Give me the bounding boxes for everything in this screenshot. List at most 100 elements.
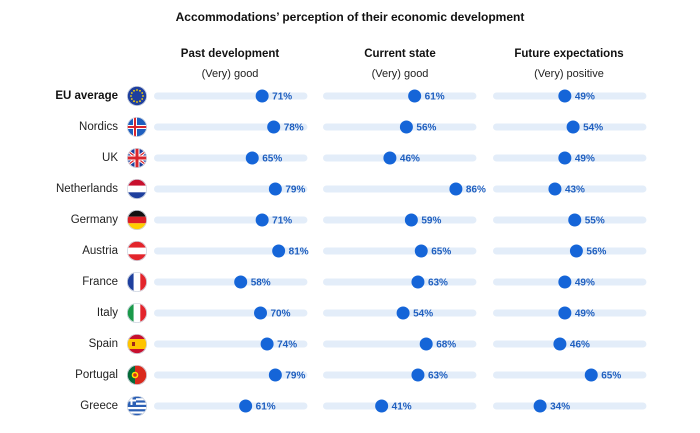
track-bar bbox=[154, 154, 308, 162]
data-label: 86% bbox=[466, 185, 486, 196]
row-label: Austria bbox=[82, 245, 118, 257]
italy-flag-icon bbox=[127, 303, 147, 323]
track-bar bbox=[154, 402, 308, 410]
data-point bbox=[255, 89, 269, 103]
france-flag-icon bbox=[127, 272, 147, 292]
nordics-flag-icon bbox=[127, 117, 147, 137]
column-name: Current state bbox=[364, 48, 436, 60]
data-point bbox=[272, 244, 286, 258]
data-point bbox=[548, 182, 562, 196]
data-label: 54% bbox=[413, 309, 433, 320]
track-bar bbox=[323, 92, 477, 100]
data-point bbox=[411, 368, 425, 382]
data-label: 43% bbox=[565, 185, 585, 196]
data-point bbox=[414, 244, 428, 258]
data-label: 63% bbox=[428, 371, 448, 382]
track-bar bbox=[323, 402, 477, 410]
track-bar bbox=[154, 247, 308, 255]
track-bar bbox=[154, 216, 308, 224]
data-label: 71% bbox=[272, 92, 292, 103]
track-bar bbox=[323, 340, 477, 348]
data-point bbox=[569, 244, 583, 258]
track-bar bbox=[323, 123, 477, 131]
data-label: 71% bbox=[272, 216, 292, 227]
spain-flag-icon bbox=[127, 334, 147, 354]
data-point bbox=[419, 337, 433, 351]
data-label: 49% bbox=[575, 92, 595, 103]
column-header-future: Future expectations (Very) positive bbox=[484, 47, 654, 81]
data-point bbox=[411, 275, 425, 289]
track-bar bbox=[493, 340, 647, 348]
column-name: Past development bbox=[180, 48, 280, 60]
austria-flag-icon bbox=[127, 241, 147, 261]
data-point bbox=[568, 213, 582, 227]
data-label: 68% bbox=[436, 340, 456, 351]
data-point bbox=[558, 306, 572, 320]
row-label: UK bbox=[102, 152, 118, 164]
eu-flag-icon bbox=[127, 86, 147, 106]
data-point bbox=[533, 399, 547, 413]
data-label: 61% bbox=[425, 92, 445, 103]
track-bar bbox=[323, 185, 477, 193]
data-label: 49% bbox=[575, 309, 595, 320]
row-label: Italy bbox=[96, 307, 118, 319]
data-label: 63% bbox=[428, 278, 448, 289]
data-label: 55% bbox=[585, 216, 605, 227]
row-label: Germany bbox=[70, 214, 118, 226]
row-label: France bbox=[82, 276, 118, 288]
track-bar bbox=[493, 402, 647, 410]
data-point bbox=[268, 182, 282, 196]
data-point bbox=[566, 120, 580, 134]
track-bar bbox=[154, 371, 308, 379]
data-point bbox=[260, 337, 274, 351]
data-label: 78% bbox=[284, 123, 304, 134]
row-label: Netherlands bbox=[55, 183, 118, 195]
data-label: 65% bbox=[601, 371, 621, 382]
data-point bbox=[584, 368, 598, 382]
data-point bbox=[558, 275, 572, 289]
column-subtitle: (Very) good bbox=[371, 68, 429, 80]
track-bar bbox=[493, 247, 647, 255]
data-label: 81% bbox=[289, 247, 309, 258]
column-subtitle: (Very) good bbox=[201, 68, 259, 80]
track-bar bbox=[323, 371, 477, 379]
track-bar bbox=[323, 247, 477, 255]
track-bar bbox=[154, 92, 308, 100]
data-label: 34% bbox=[550, 402, 570, 413]
data-point bbox=[245, 151, 259, 165]
track-bar bbox=[323, 154, 477, 162]
data-label: 41% bbox=[392, 402, 412, 413]
portugal-flag-icon bbox=[127, 365, 147, 385]
data-label: 46% bbox=[570, 340, 590, 351]
data-point bbox=[267, 120, 281, 134]
netherlands-flag-icon bbox=[127, 179, 147, 199]
row-label: Portugal bbox=[75, 369, 118, 381]
track-bar bbox=[493, 185, 647, 193]
column-header-current: Current state (Very) good bbox=[315, 47, 485, 81]
data-point bbox=[383, 151, 397, 165]
row-label: Nordics bbox=[79, 121, 118, 133]
data-label: 49% bbox=[575, 278, 595, 289]
data-label: 74% bbox=[277, 340, 297, 351]
data-label: 58% bbox=[251, 278, 271, 289]
track-bar bbox=[154, 278, 308, 286]
data-label: 65% bbox=[262, 154, 282, 165]
row-label: EU average bbox=[55, 90, 118, 102]
chart-title: Accommodations’ perception of their econ… bbox=[175, 10, 525, 24]
data-point bbox=[558, 151, 572, 165]
track-bar bbox=[493, 371, 647, 379]
data-point bbox=[449, 182, 463, 196]
data-point bbox=[234, 275, 248, 289]
data-point bbox=[255, 213, 269, 227]
data-point bbox=[553, 337, 567, 351]
column-header-past: Past development (Very) good bbox=[145, 47, 315, 81]
uk-flag-icon bbox=[127, 148, 147, 168]
greece-flag-icon bbox=[127, 396, 147, 416]
data-point bbox=[396, 306, 410, 320]
data-label: 61% bbox=[256, 402, 276, 413]
data-label: 70% bbox=[271, 309, 291, 320]
data-label: 79% bbox=[285, 185, 305, 196]
data-label: 56% bbox=[416, 123, 436, 134]
